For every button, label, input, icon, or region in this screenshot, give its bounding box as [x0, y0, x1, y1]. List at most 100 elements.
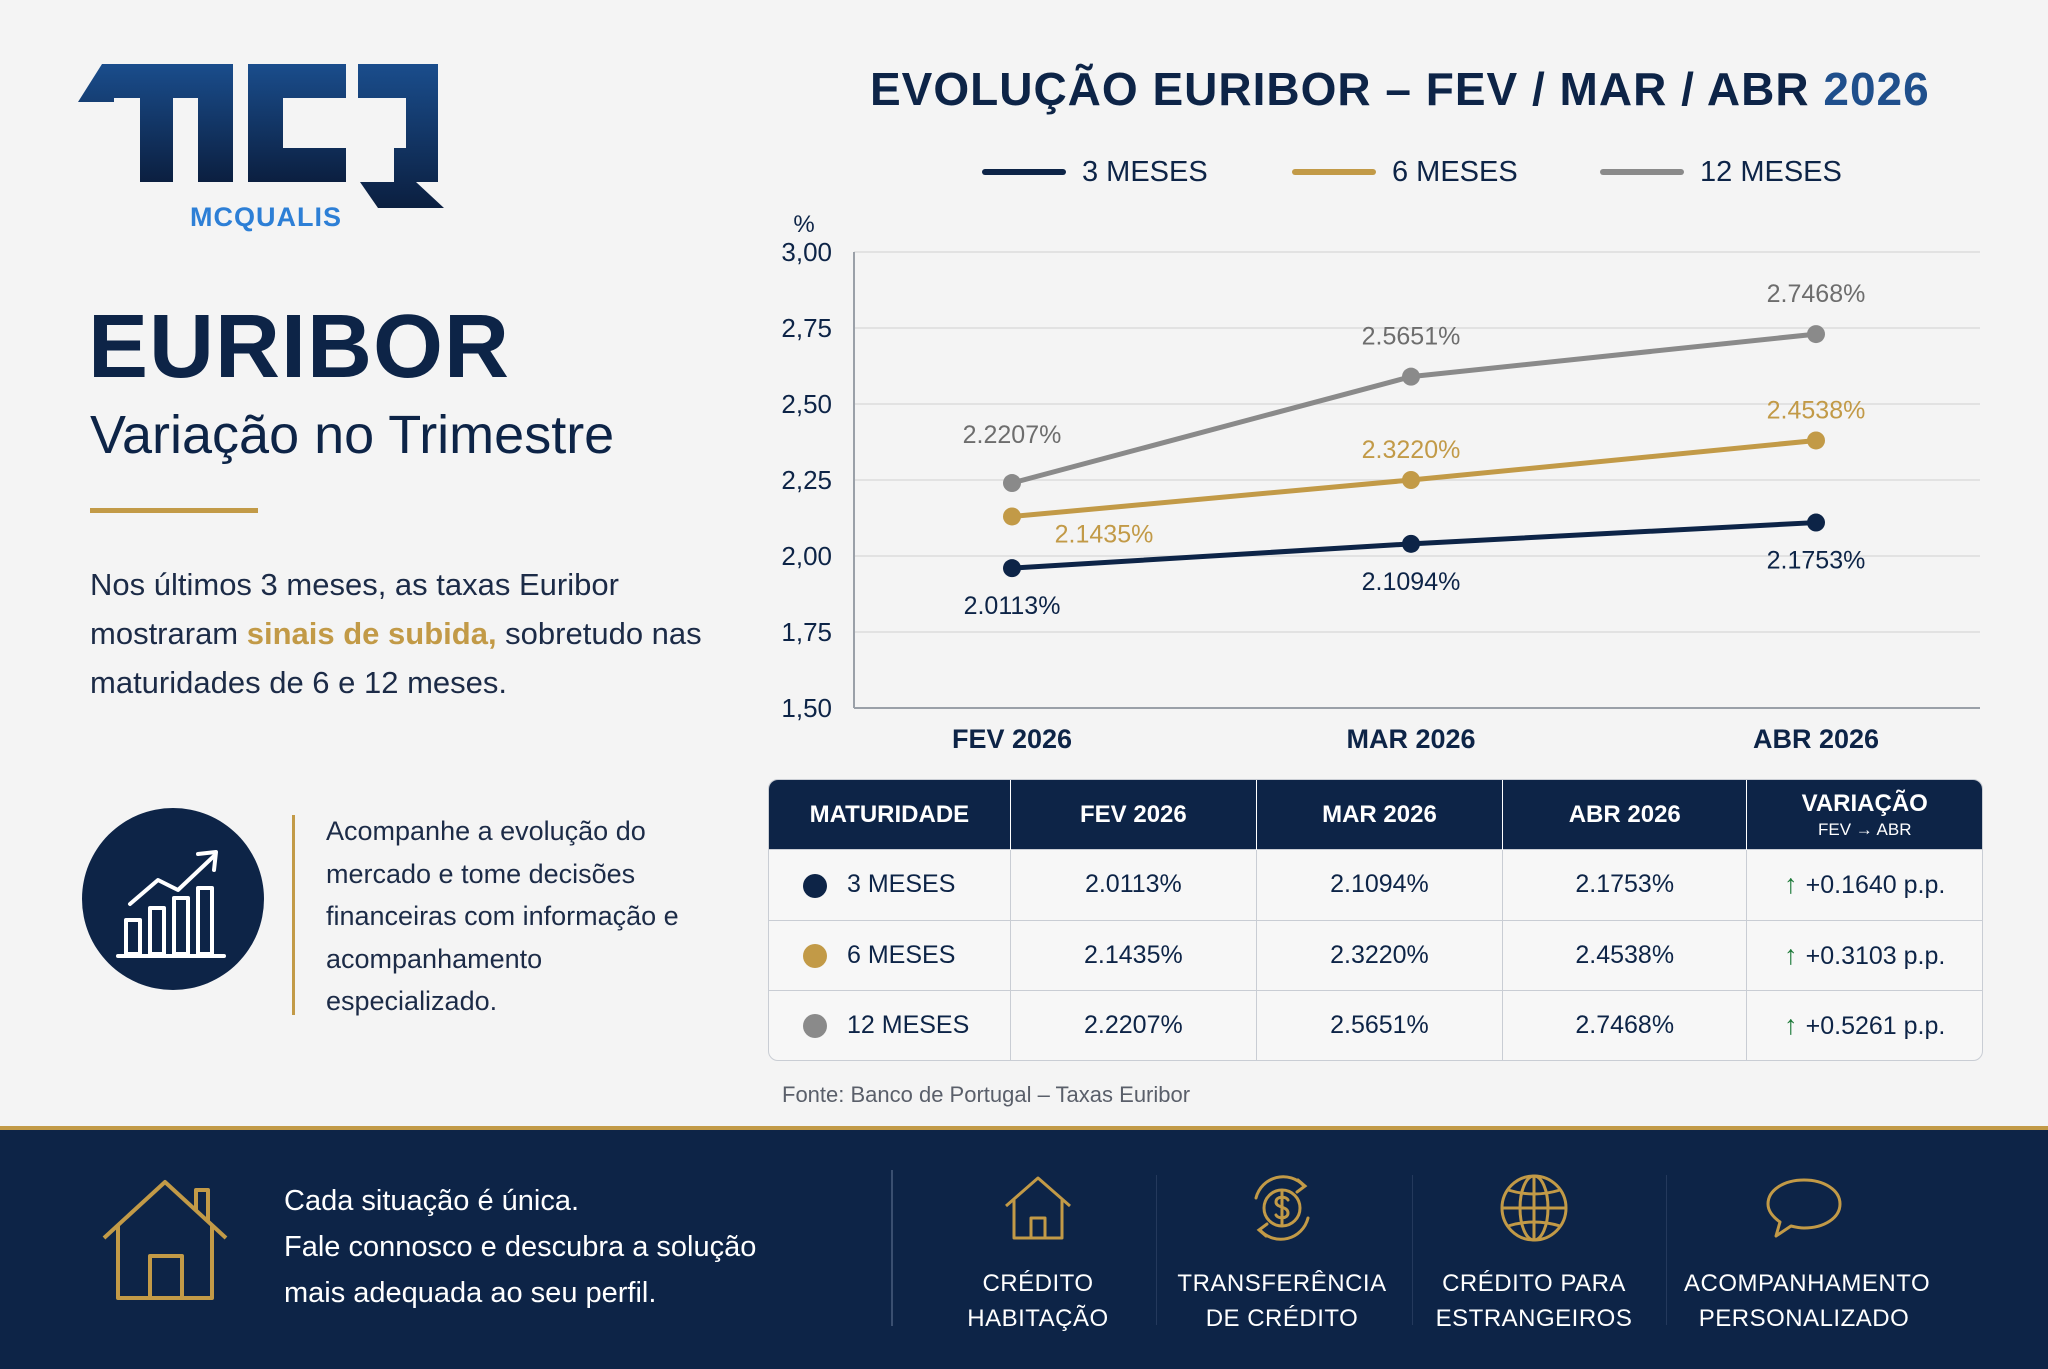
service-label-line1: CRÉDITO PARA [1442, 1270, 1626, 1297]
cell-abr: 2.1753% [1502, 849, 1748, 920]
legend-label-6m: 6 MESES [1392, 155, 1518, 188]
cell-mar: 2.5651% [1256, 990, 1503, 1060]
x-tick-label: MAR 2026 [1346, 724, 1475, 754]
cell-maturity: 6 MESES [769, 919, 1011, 991]
data-point [1003, 559, 1021, 578]
legend-swatch-3m [982, 169, 1066, 175]
cell-variation: ↑ +0.5261 p.p. [1746, 990, 1982, 1060]
service-credito-habitacao[interactable]: CRÉDITO HABITAÇÃO [918, 1168, 1158, 1336]
table-row: 6 MESES 2.1435% 2.3220% 2.4538% ↑ +0.3103… [769, 919, 1982, 991]
intro-text-end: sobretudo nas maturidades de 6 e 12 mese… [90, 616, 702, 700]
cell-variation: ↑ +0.1640 p.p. [1746, 849, 1982, 920]
service-separator [1666, 1175, 1667, 1325]
cell-fev: 2.2207% [1010, 990, 1257, 1060]
arrow-up-icon: ↑ [1784, 1010, 1798, 1040]
cell-fev: 2.1435% [1010, 919, 1257, 991]
header-mar: MAR 2026 [1256, 780, 1503, 850]
cell-variation: ↑ +0.3103 p.p. [1746, 919, 1982, 991]
service-credito-estrangeiros[interactable]: CRÉDITO PARA ESTRANGEIROS [1414, 1168, 1654, 1336]
variation-value: +0.5261 p.p. [1805, 1012, 1946, 1040]
header-fev: FEV 2026 [1010, 780, 1257, 850]
service-separator [1412, 1175, 1413, 1325]
legend-item-12m: 12 MESES [1600, 154, 1842, 190]
house-icon [1005, 1176, 1071, 1240]
series-dot [803, 873, 827, 898]
service-transferencia-credito[interactable]: TRANSFERÊNCIA DE CRÉDITO [1162, 1168, 1402, 1336]
y-tick-label: 1,50 [781, 693, 832, 723]
variation-value: +0.3103 p.p. [1805, 941, 1946, 970]
data-point [1402, 367, 1420, 386]
data-point [1402, 471, 1420, 489]
euribor-table: MATURIDADE FEV 2026 MAR 2026 ABR 2026 VA… [768, 779, 1983, 1061]
data-label: 2.1094% [1362, 568, 1461, 596]
data-label: 2.2207% [963, 421, 1062, 449]
cell-abr: 2.4538% [1502, 919, 1748, 991]
growth-chart-icon [116, 850, 226, 958]
intro-paragraph: Nos últimos 3 meses, as taxas Euribor mo… [90, 560, 730, 707]
chart-title-year: 2026 [1823, 63, 1930, 115]
header-variation-label: VARIAÇÃO [1801, 789, 1928, 817]
data-label: 2.1753% [1767, 547, 1866, 575]
x-tick-label: FEV 2026 [952, 724, 1072, 754]
maturity-label: 12 MESES [847, 1011, 970, 1039]
series-dot [803, 944, 827, 969]
y-tick-label: 2,50 [781, 389, 832, 419]
header-maturity: MATURIDADE [769, 780, 1011, 850]
data-label: 2.0113% [964, 592, 1061, 620]
globe-icon [1500, 1174, 1568, 1242]
y-tick-label: 2,00 [781, 541, 832, 571]
footer-message: Cada situação é única. Fale connosco e d… [284, 1178, 804, 1316]
service-label-line1: TRANSFERÊNCIA [1177, 1270, 1387, 1297]
service-separator [1156, 1175, 1157, 1325]
cell-fev: 2.0113% [1010, 849, 1257, 920]
chart-title: EVOLUÇÃO EURIBOR – FEV / MAR / ABR 2026 [870, 62, 1930, 116]
table-row: 3 MESES 2.0113% 2.1094% 2.1753% ↑ +0.1640… [769, 849, 1982, 920]
data-label: 2.4538% [1767, 396, 1866, 424]
table-header-row: MATURIDADE FEV 2026 MAR 2026 ABR 2026 VA… [769, 780, 1982, 850]
footer-line: Fale connosco e descubra a solução [284, 1231, 757, 1263]
series-dot [803, 1014, 827, 1039]
chat-bubble-icon [1766, 1178, 1842, 1238]
service-label-line2: PERSONALIZADO [1698, 1305, 1910, 1332]
cell-maturity: 12 MESES [769, 990, 1011, 1060]
service-label-line2: ESTRANGEIROS [1435, 1305, 1633, 1332]
footer-divider [891, 1170, 893, 1326]
euribor-line-chart: 1,50 1,75 2,00 2,25 2,50 2,75 3,00% FEV 2026 MAR… [781, 211, 1980, 754]
variation-value: +0.1640 p.p. [1805, 871, 1946, 900]
mcqualis-logo [78, 64, 444, 208]
source-note: Fonte: Banco de Portugal – Taxas Euribor [782, 1082, 1191, 1107]
service-label-line2: HABITAÇÃO [967, 1305, 1109, 1332]
cell-abr: 2.7468% [1502, 990, 1748, 1060]
service-acompanhamento[interactable]: ACOMPANHAMENTO PERSONALIZADO [1684, 1168, 1931, 1336]
y-tick-label: 1,75 [781, 617, 832, 647]
data-label: 2.7468% [1767, 280, 1866, 308]
cell-maturity: 3 MESES [769, 849, 1011, 920]
legend-label-12m: 12 MESES [1700, 155, 1842, 188]
dollar-transfer-icon [1254, 1175, 1310, 1241]
intro-highlight: sinais de subida, [246, 616, 497, 651]
data-point [1807, 325, 1825, 344]
maturity-label: 3 MESES [847, 870, 956, 899]
growth-chart-badge [82, 808, 264, 990]
service-label-line1: ACOMPANHAMENTO [1684, 1270, 1931, 1297]
y-tick-label: 3,00 [781, 237, 832, 267]
intro-text-start: Nos últimos 3 meses, as taxas Euribor mo… [90, 567, 619, 651]
cell-mar: 2.3220% [1256, 919, 1503, 991]
chart-title-main: EVOLUÇÃO EURIBOR – FEV / MAR / ABR [870, 63, 1824, 115]
page-subtitle: Variação no Trimestre [90, 405, 615, 465]
legend-item-6m: 6 MESES [1292, 154, 1518, 190]
legend-item-3m: 3 MESES [982, 154, 1208, 190]
legend-label-3m: 3 MESES [1082, 155, 1208, 188]
header-abr: ABR 2026 [1502, 780, 1748, 850]
house-icon [102, 1180, 228, 1300]
x-tick-label: ABR 2026 [1753, 724, 1879, 754]
footer [0, 1126, 2048, 1369]
table-row: 12 MESES 2.2207% 2.5651% 2.7468% ↑ +0.526… [769, 990, 1982, 1060]
legend-swatch-12m [1600, 169, 1684, 175]
data-point [1003, 474, 1021, 493]
footer-line: mais adequada ao seu perfil. [284, 1277, 657, 1309]
y-tick-label: 2,25 [781, 465, 832, 495]
page-title: EURIBOR [88, 297, 511, 397]
header-variation-sub: FEV → ABR [1817, 819, 1912, 839]
brand-name: MCQUALIS [190, 202, 342, 232]
